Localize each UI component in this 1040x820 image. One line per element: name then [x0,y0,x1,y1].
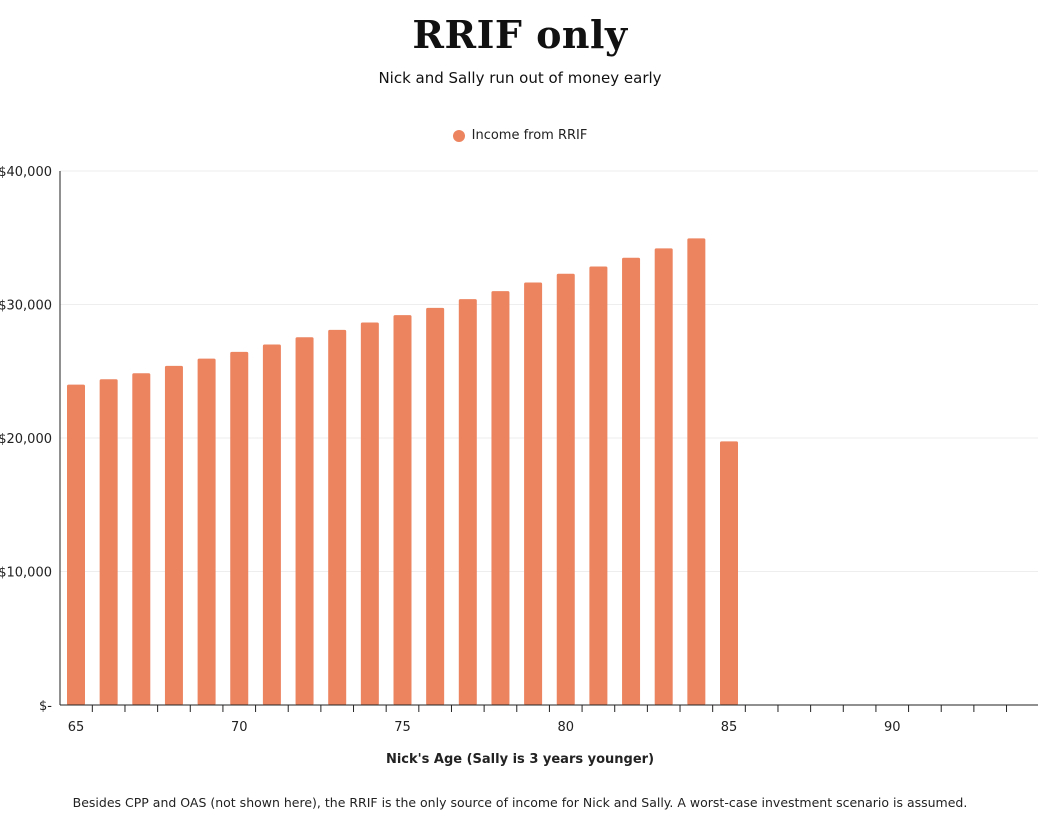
bar [295,337,314,705]
bar [132,373,151,705]
bar [99,379,118,705]
y-tick-label: $- [39,699,52,714]
bar [230,351,249,705]
chart-subtitle: Nick and Sally run out of money early [378,69,662,87]
bar [589,266,608,705]
y-tick-label: $10,000 [0,566,52,581]
bar [360,322,379,705]
bar [720,441,738,705]
bar [654,248,673,705]
bar [197,358,216,705]
x-tick-label: 90 [884,720,901,735]
legend-swatch-icon [452,129,465,142]
x-tick-label: 70 [231,720,248,735]
x-tick-label: 75 [394,720,411,735]
bar [262,344,281,705]
chart-title: RRIF only [412,12,628,57]
chart-footnote: Besides CPP and OAS (not shown here), th… [72,795,968,810]
y-tick-label: $20,000 [0,432,52,447]
x-axis-label: Nick's Age (Sally is 3 years younger) [385,752,655,767]
legend: Income from RRIF [0,128,1040,143]
bar [556,273,575,705]
bar [67,384,85,705]
x-tick-label: 85 [721,720,738,735]
y-tick-label: $30,000 [0,299,52,314]
bar [491,291,510,705]
y-tick-label: $40,000 [0,165,52,180]
bar [393,315,412,705]
bar [426,307,445,705]
x-tick-label: 65 [68,720,85,735]
bar [524,282,543,705]
x-tick-label: 80 [557,720,574,735]
bar [622,257,641,705]
bar [328,329,347,705]
bar [164,365,183,705]
bar [687,238,706,706]
legend-label: Income from RRIF [471,128,588,143]
bar [458,299,477,705]
